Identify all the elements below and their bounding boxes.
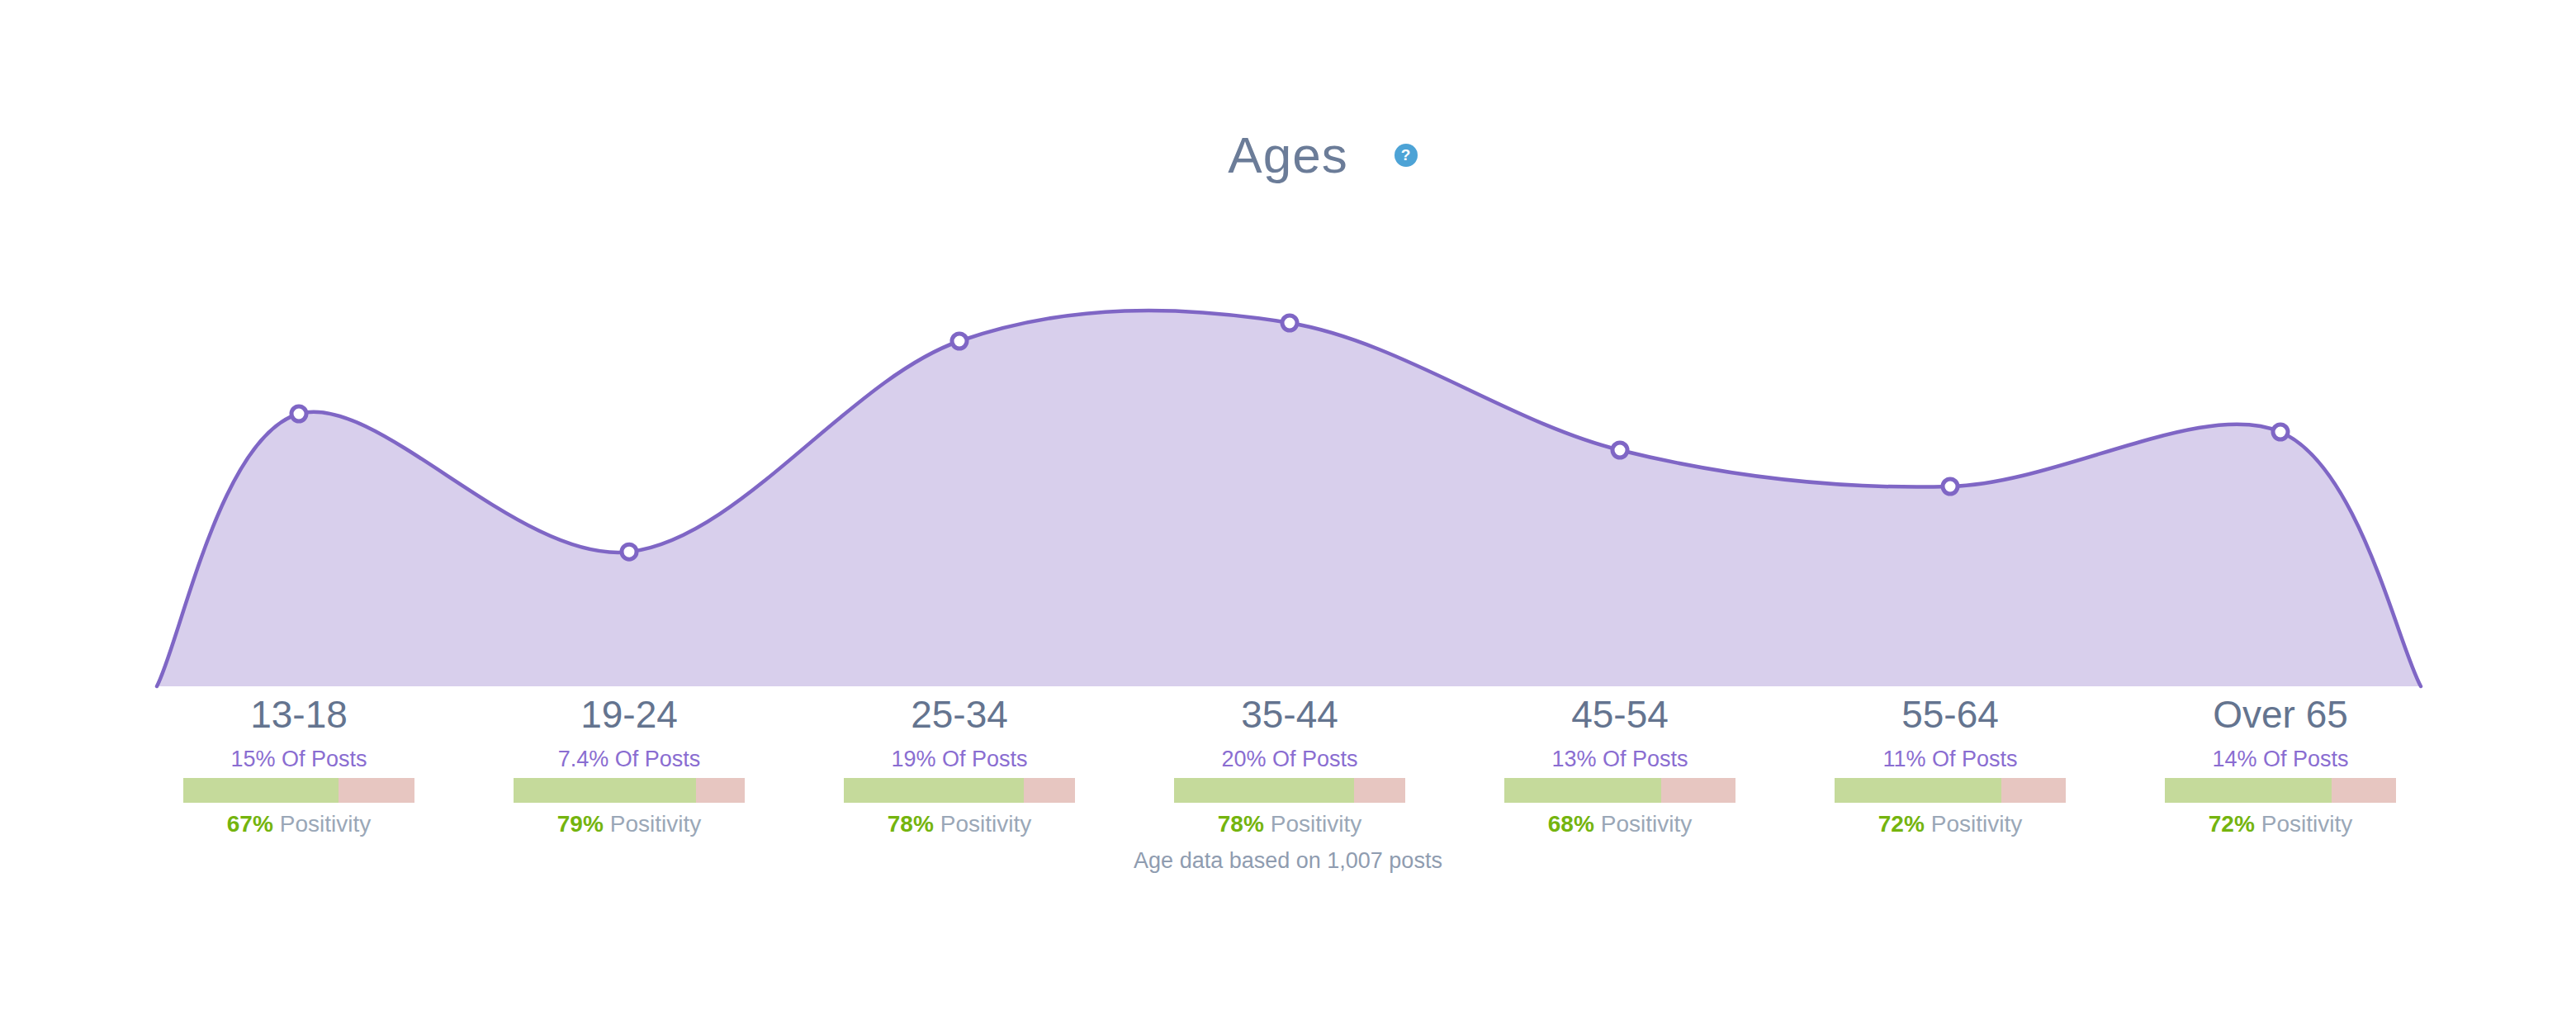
posts-percentage: 15% Of Posts: [134, 747, 464, 771]
positivity-label: Positivity: [2261, 811, 2352, 837]
positivity-bar-negative: [2332, 778, 2396, 803]
page-title: Ages: [1228, 126, 1347, 185]
age-category: 25-34 19% Of Posts 78%Positivity: [794, 695, 1125, 837]
area-fill: [157, 311, 2421, 686]
positivity-bar: [1835, 778, 2066, 803]
positivity-bar: [183, 778, 414, 803]
help-icon[interactable]: ?: [1395, 144, 1418, 167]
positivity-value: 72%: [1878, 811, 1925, 837]
data-point-marker[interactable]: [1943, 479, 1958, 494]
positivity-line: 79%Positivity: [464, 812, 794, 837]
data-point-marker[interactable]: [1612, 443, 1627, 458]
age-category-label: 25-34: [794, 695, 1125, 733]
positivity-bar-negative: [696, 778, 745, 803]
chart-header: Ages ?: [0, 126, 2576, 185]
data-source-note: Age data based on 1,007 posts: [0, 848, 2576, 873]
positivity-bar-positive: [1174, 778, 1354, 803]
positivity-bar: [1504, 778, 1735, 803]
age-category-label: 55-64: [1785, 695, 2115, 733]
age-category: 13-18 15% Of Posts 67% Positivity: [134, 695, 464, 837]
positivity-line: 67% Positivity: [134, 812, 464, 837]
posts-percentage: 20% Of Posts: [1125, 747, 1455, 771]
positivity-bar: [2165, 778, 2396, 803]
age-category: 19-24 7.4% Of Posts 79%Positivity: [464, 695, 794, 837]
positivity-value: 67%: [227, 811, 273, 837]
positivity-value: 78%: [1218, 811, 1264, 837]
posts-percentage: 14% Of Posts: [2115, 747, 2446, 771]
data-point-marker[interactable]: [291, 406, 306, 421]
positivity-bar: [844, 778, 1075, 803]
positivity-bar: [514, 778, 745, 803]
positivity-value: 78%: [888, 811, 934, 837]
positivity-bar-negative: [1354, 778, 1405, 803]
positivity-bar-positive: [844, 778, 1024, 803]
age-category: Over 65 14% Of Posts 72%Positivity: [2115, 695, 2446, 837]
positivity-line: 78%Positivity: [794, 812, 1125, 837]
age-category-label: Over 65: [2115, 695, 2446, 733]
age-categories-row: 13-18 15% Of Posts 67% Positivity 19-24 7…: [0, 695, 2576, 837]
positivity-label: Positivity: [1931, 811, 2022, 837]
positivity-line: 72%Positivity: [2115, 812, 2446, 837]
age-category-label: 45-54: [1455, 695, 1785, 733]
data-point-marker[interactable]: [622, 544, 637, 559]
age-category-label: 13-18: [134, 695, 464, 733]
posts-percentage: 7.4% Of Posts: [464, 747, 794, 771]
positivity-line: 68% Positivity: [1455, 812, 1785, 837]
positivity-bar-positive: [2165, 778, 2332, 803]
data-point-marker[interactable]: [2273, 425, 2288, 439]
positivity-label: Positivity: [1601, 811, 1692, 837]
positivity-bar-positive: [514, 778, 696, 803]
data-point-marker[interactable]: [952, 334, 967, 349]
age-category: 35-44 20% Of Posts 78% Positivity: [1125, 695, 1455, 837]
positivity-bar-positive: [183, 778, 339, 803]
positivity-bar-negative: [1661, 778, 1735, 803]
positivity-bar-positive: [1504, 778, 1661, 803]
positivity-label: Positivity: [610, 811, 701, 837]
posts-percentage: 13% Of Posts: [1455, 747, 1785, 771]
positivity-bar-negative: [2001, 778, 2066, 803]
age-category: 45-54 13% Of Posts 68% Positivity: [1455, 695, 1785, 837]
positivity-line: 78% Positivity: [1125, 812, 1455, 837]
positivity-value: 68%: [1548, 811, 1594, 837]
posts-percentage: 19% Of Posts: [794, 747, 1125, 771]
positivity-value: 72%: [2209, 811, 2255, 837]
positivity-value: 79%: [557, 811, 604, 837]
data-point-marker[interactable]: [1282, 315, 1297, 330]
positivity-label: Positivity: [280, 811, 371, 837]
age-category: 55-64 11% Of Posts 72%Positivity: [1785, 695, 2115, 837]
positivity-bar-negative: [339, 778, 414, 803]
positivity-bar: [1174, 778, 1405, 803]
positivity-bar-negative: [1024, 778, 1075, 803]
ages-panel: Ages ? 13-18 15% Of Posts 67% Positivity …: [0, 0, 2576, 1034]
positivity-bar-positive: [1835, 778, 2001, 803]
positivity-label: Positivity: [1271, 811, 1361, 837]
positivity-line: 72%Positivity: [1785, 812, 2115, 837]
posts-percentage: 11% Of Posts: [1785, 747, 2115, 771]
age-category-label: 35-44: [1125, 695, 1455, 733]
age-category-label: 19-24: [464, 695, 794, 733]
positivity-label: Positivity: [940, 811, 1031, 837]
